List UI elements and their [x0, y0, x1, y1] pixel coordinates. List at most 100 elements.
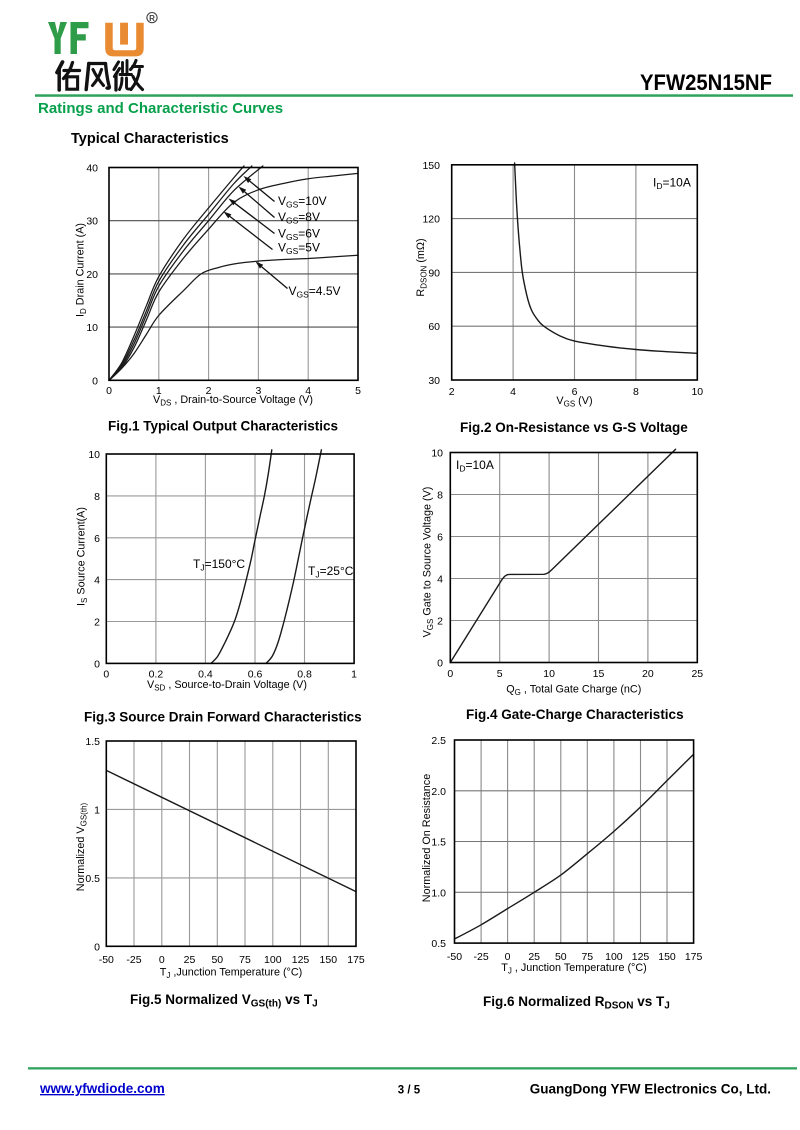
svg-text:ID​=10A: ID​=10A — [456, 458, 494, 474]
svg-text:0: 0 — [159, 954, 165, 966]
svg-text:90: 90 — [428, 267, 440, 279]
svg-text:40: 40 — [86, 163, 98, 175]
svg-text:20: 20 — [86, 269, 98, 281]
svg-text:-50: -50 — [447, 951, 462, 963]
svg-text:0.6: 0.6 — [248, 669, 263, 681]
svg-text:0.8: 0.8 — [297, 669, 312, 681]
svg-text:Fig.1 Typical Output Character: Fig.1 Typical Output Characteristics — [108, 419, 338, 434]
svg-text:175: 175 — [685, 951, 703, 963]
svg-text:6: 6 — [572, 386, 578, 398]
svg-text:10: 10 — [691, 386, 703, 398]
svg-text:10: 10 — [543, 668, 555, 680]
svg-text:10: 10 — [431, 448, 443, 460]
svg-text:4: 4 — [94, 575, 100, 587]
svg-text:Fig.3 Source Drain Forward Cha: Fig.3 Source Drain Forward Characteristi… — [84, 710, 362, 725]
svg-text:1.5: 1.5 — [431, 837, 446, 849]
svg-text:-25: -25 — [126, 954, 141, 966]
svg-text:1: 1 — [351, 669, 357, 681]
svg-text:75: 75 — [581, 951, 593, 963]
svg-text:150: 150 — [658, 951, 676, 963]
svg-text:VDS​ , Drain-to-Source Voltag: VDS​ , Drain-to-Source Voltage (V) — [153, 394, 313, 408]
svg-text:150: 150 — [422, 160, 440, 172]
svg-text:VGS​ (V): VGS​ (V) — [556, 395, 592, 409]
svg-text:3 / 5: 3 / 5 — [398, 1085, 421, 1097]
svg-text:0.4: 0.4 — [198, 669, 213, 681]
svg-text:RDSON​ (mΩ): RDSON​ (mΩ) — [415, 238, 429, 296]
svg-text:Normalized On Resistance: Normalized On Resistance — [421, 774, 433, 902]
svg-text:4: 4 — [510, 386, 516, 398]
svg-text:0.2: 0.2 — [149, 669, 164, 681]
svg-text:150: 150 — [320, 954, 338, 966]
svg-text:R: R — [149, 14, 155, 23]
svg-text:1.5: 1.5 — [85, 736, 100, 748]
svg-text:Fig.4 Gate-Charge Characterist: Fig.4 Gate-Charge Characteristics — [466, 707, 684, 722]
svg-text:1.0: 1.0 — [431, 887, 446, 899]
svg-text:-25: -25 — [474, 951, 489, 963]
svg-text:25: 25 — [691, 668, 703, 680]
svg-text:15: 15 — [593, 668, 605, 680]
svg-text:ID​=10A: ID​=10A — [653, 176, 691, 192]
svg-text:125: 125 — [632, 951, 650, 963]
svg-text:2: 2 — [94, 617, 100, 629]
svg-text:Ratings and Characteristic Cur: Ratings and Characteristic Curves — [38, 100, 283, 117]
svg-text:175: 175 — [347, 954, 365, 966]
svg-text:VGS​=10V: VGS​=10V — [278, 194, 327, 210]
svg-text:30: 30 — [428, 375, 440, 387]
svg-text:VGS​=5V: VGS​=5V — [278, 241, 320, 257]
svg-text:TJ​=150°C: TJ​=150°C — [193, 557, 245, 573]
svg-text:8: 8 — [437, 490, 443, 502]
svg-text:8: 8 — [633, 386, 639, 398]
svg-text:TJ​ ,Junction Temperature (°C): TJ​ ,Junction Temperature (°C) — [160, 967, 303, 981]
svg-text:YFW25N15NF: YFW25N15NF — [640, 70, 772, 95]
svg-text:2: 2 — [437, 616, 443, 628]
svg-text:0.5: 0.5 — [85, 873, 100, 885]
svg-text:VGS​=8V: VGS​=8V — [278, 210, 320, 226]
svg-text:VSD​ , Source-to-Drain Voltage: VSD​ , Source-to-Drain Voltage (V) — [147, 679, 307, 693]
svg-text:0: 0 — [94, 941, 100, 953]
svg-text:5: 5 — [497, 668, 503, 680]
svg-text:Normalized VGS(th)​: Normalized VGS(th)​ — [75, 802, 89, 891]
svg-text:120: 120 — [422, 214, 440, 226]
svg-text:ID​ Drain Current (A): ID​ Drain Current (A) — [75, 223, 89, 317]
svg-text:0: 0 — [106, 385, 112, 397]
svg-text:Fig.5 Normalized VGS(th)​ vs T: Fig.5 Normalized VGS(th)​ vs TJ​ — [130, 992, 318, 1010]
svg-text:GuangDong YFW Electronics Co,: GuangDong YFW Electronics Co, Ltd. — [530, 1082, 771, 1097]
svg-text:125: 125 — [292, 954, 310, 966]
svg-text:www.yfwdiode.com: www.yfwdiode.com — [39, 1081, 165, 1096]
svg-text:0: 0 — [447, 668, 453, 680]
svg-text:0: 0 — [437, 658, 443, 670]
svg-text:50: 50 — [555, 951, 567, 963]
svg-text:Fig.6 Normalized RDSON​ vs TJ​: Fig.6 Normalized RDSON​ vs TJ​ — [483, 994, 670, 1012]
svg-text:10: 10 — [88, 449, 100, 461]
svg-text:2.5: 2.5 — [431, 735, 446, 747]
svg-text:VGS​ Gate to Source Voltage (: VGS​ Gate to Source Voltage (V) — [422, 487, 436, 638]
svg-text:TJ​=25°C: TJ​=25°C — [308, 564, 354, 580]
svg-text:20: 20 — [642, 668, 654, 680]
svg-text:60: 60 — [428, 321, 440, 333]
svg-text:0.5: 0.5 — [431, 938, 446, 950]
svg-text:5: 5 — [355, 385, 361, 397]
svg-text:25: 25 — [528, 951, 540, 963]
svg-text:2.0: 2.0 — [431, 786, 446, 798]
svg-text:30: 30 — [86, 216, 98, 228]
svg-text:10: 10 — [86, 322, 98, 334]
svg-text:100: 100 — [605, 951, 623, 963]
svg-text:VGS​=4.5V: VGS​=4.5V — [289, 284, 341, 300]
svg-text:2: 2 — [449, 386, 455, 398]
svg-text:1: 1 — [156, 385, 162, 397]
svg-text:IS​ Source Current(A): IS​ Source Current(A) — [76, 507, 90, 606]
svg-text:Typical Characteristics: Typical Characteristics — [71, 131, 229, 147]
svg-text:1: 1 — [94, 804, 100, 816]
svg-text:50: 50 — [211, 954, 223, 966]
svg-text:TJ​ , Junction Temperature (°C: TJ​ , Junction Temperature (°C) — [501, 962, 647, 976]
svg-text:4: 4 — [305, 385, 311, 397]
svg-text:8: 8 — [94, 491, 100, 503]
svg-text:QG​ , Total Gate Charge (nC): QG​ , Total Gate Charge (nC) — [506, 684, 641, 698]
svg-text:75: 75 — [239, 954, 251, 966]
svg-text:0: 0 — [94, 658, 100, 670]
svg-text:4: 4 — [437, 574, 443, 586]
svg-text:100: 100 — [264, 954, 282, 966]
svg-text:25: 25 — [184, 954, 196, 966]
svg-text:0: 0 — [92, 375, 98, 387]
svg-text:-50: -50 — [99, 954, 114, 966]
